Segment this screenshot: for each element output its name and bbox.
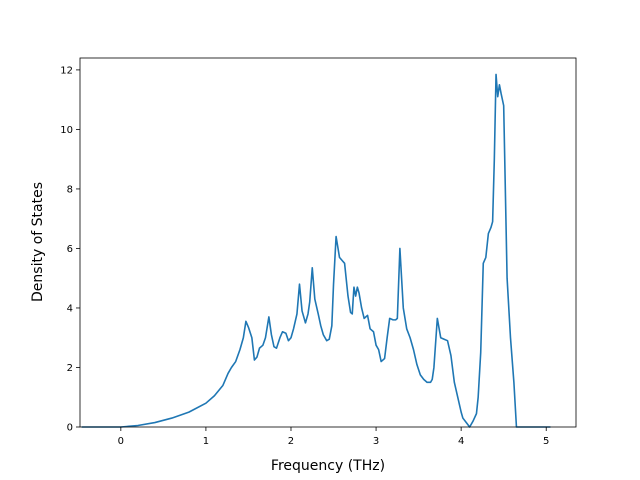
y-tick-label: 12 [60, 65, 73, 76]
x-axis-ticks: 0 1 2 3 4 5 [118, 427, 549, 447]
series-layer [81, 73, 551, 428]
series-line-0 [81, 73, 551, 428]
x-tick-label: 3 [373, 436, 379, 447]
y-tick-label: 4 [67, 303, 73, 314]
y-axis-ticks: 0 2 4 6 8 10 12 [60, 65, 80, 434]
y-tick-label: 10 [60, 125, 73, 136]
x-tick-label: 0 [118, 436, 124, 447]
y-tick-label: 0 [67, 423, 73, 434]
y-axis-label: Density of States [30, 182, 46, 302]
x-axis-label: Frequency (THz) [271, 458, 385, 474]
x-tick-label: 2 [288, 436, 294, 447]
y-tick-label: 6 [67, 244, 73, 255]
x-tick-label: 5 [543, 436, 549, 447]
x-tick-label: 1 [203, 436, 209, 447]
y-tick-label: 8 [67, 184, 73, 195]
plot-frame [79, 57, 577, 428]
y-tick-label: 2 [67, 363, 73, 374]
x-tick-label: 4 [458, 436, 464, 447]
